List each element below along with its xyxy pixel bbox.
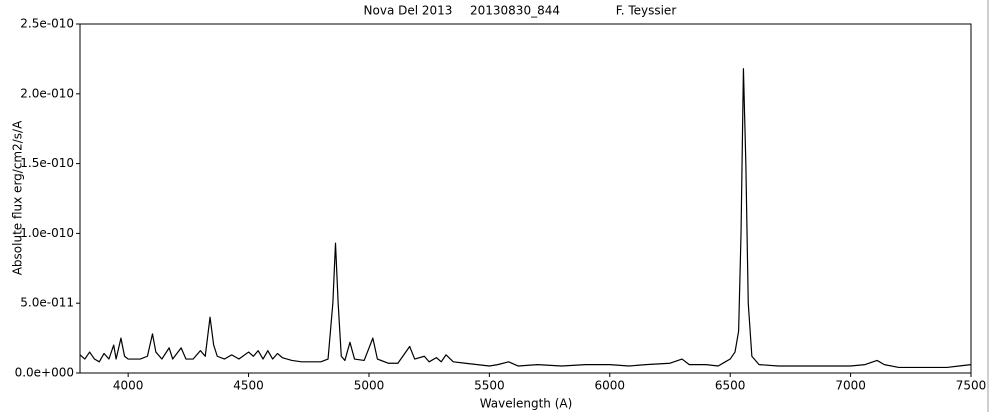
y-tick-label: 2.0e-010 [20, 86, 74, 100]
spectrum-line [79, 68, 972, 369]
x-tick-label: 6000 [595, 379, 626, 393]
x-tick-label: 7000 [835, 379, 866, 393]
y-tick-label: 1.5e-010 [20, 156, 74, 170]
y-tick-label: 2.5e-010 [20, 17, 74, 31]
chart-title: 20130830_844 [470, 4, 560, 18]
x-tick-label: 4000 [113, 379, 144, 393]
y-tick-label: 0.0e+000 [15, 366, 74, 380]
x-tick-label: 6500 [715, 379, 746, 393]
chart-title: Nova Del 2013 [364, 4, 453, 18]
x-tick-label: 7500 [956, 379, 987, 393]
chart-title: F. Teyssier [616, 4, 677, 18]
plot-frame [79, 23, 972, 374]
x-axis-label: Wavelength (A) [480, 397, 573, 411]
x-tick-label: 4500 [233, 379, 264, 393]
y-axis-label: Absolute flux erg/cm2/s/A [11, 120, 25, 275]
x-tick-label: 5000 [354, 379, 385, 393]
y-tick-label: 5.0e-011 [20, 296, 74, 310]
x-tick-label: 5500 [474, 379, 505, 393]
y-tick-label: 1.0e-010 [20, 226, 74, 240]
